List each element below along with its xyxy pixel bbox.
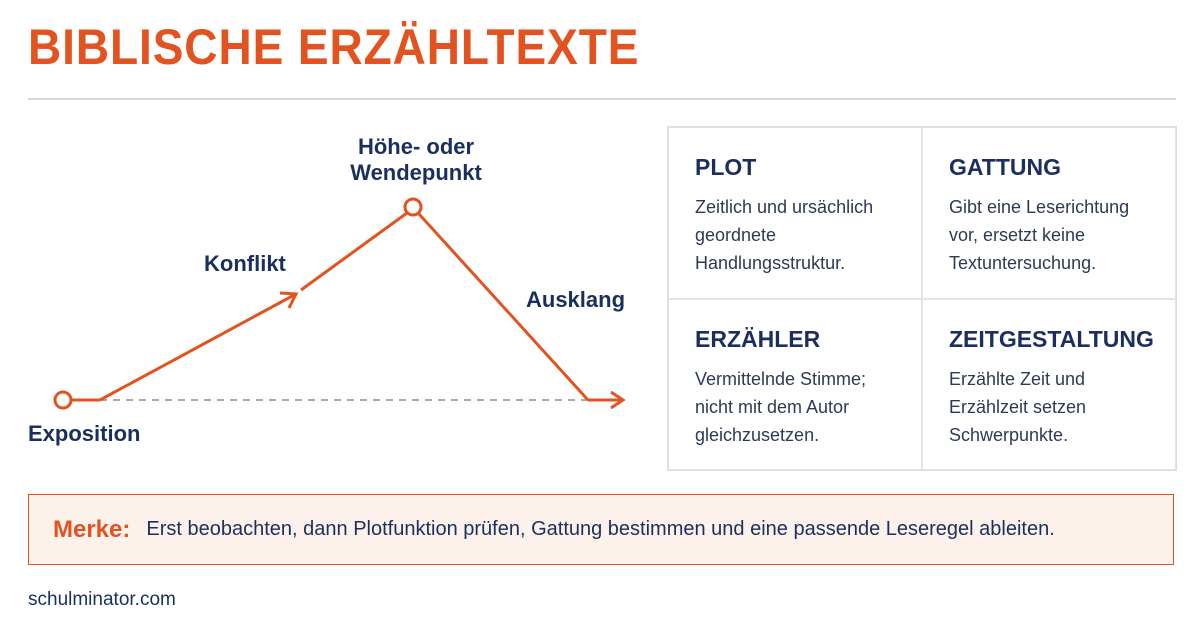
label-konflikt: Konflikt: [204, 251, 286, 276]
cell-title: PLOT: [695, 154, 757, 180]
note-box: Merke: Erst beobachten, dann Plotfunktio…: [28, 494, 1174, 565]
arrowhead: [279, 291, 299, 309]
divider: [28, 98, 1176, 100]
concept-grid: PLOT Zeitlich und ursächlich geordnete Ha…: [667, 126, 1177, 471]
title: BIBLISCHE ERZÄHLTEXTE: [28, 19, 640, 75]
plot-curve: [53, 197, 626, 410]
label-ausklang: Ausklang: [526, 287, 626, 312]
cell-title: GATTUNG: [949, 154, 1062, 180]
cell-text: Zeitlich und ursächlich geordnete Handlu…: [695, 197, 874, 273]
line: [300, 211, 408, 292]
plot-diagram: [53, 197, 626, 410]
line: [99, 292, 297, 402]
peak-point: [403, 197, 423, 217]
note-label: Merke:: [53, 515, 131, 543]
line: [417, 212, 590, 402]
grid-cell: ZEITGESTALTUNG Erzählte Zeit und Erzählze…: [922, 298, 1176, 470]
cell-text: Erzählte Zeit und Erzählzeit setzen Schw…: [949, 368, 1087, 445]
label-peak: Höhe- oder Wendepunkt: [350, 134, 482, 185]
label-exposition: Exposition: [28, 421, 141, 446]
grid-cell: GATTUNG Gibt eine Leserichtung vor, erset…: [922, 127, 1176, 299]
note-text: Erst beobachten, dann Plotfunktion prüfe…: [146, 518, 1055, 540]
cell-title: ZEITGESTALTUNG: [949, 325, 1154, 352]
grid-cell: PLOT Zeitlich und ursächlich geordnete Ha…: [668, 127, 922, 299]
footer-source: schulminator.com: [28, 589, 176, 610]
grid-cell: ERZÄHLER Vermittelnde Stimme; nicht mit d…: [668, 298, 922, 470]
cell-text: Gibt eine Leserichtung vor, ersetzt kein…: [949, 197, 1130, 273]
cell-title: ERZÄHLER: [695, 325, 821, 352]
start-point: [53, 390, 73, 410]
arrowhead: [610, 390, 626, 410]
cell-text: Vermittelnde Stimme; nicht mit dem Autor…: [695, 368, 867, 445]
